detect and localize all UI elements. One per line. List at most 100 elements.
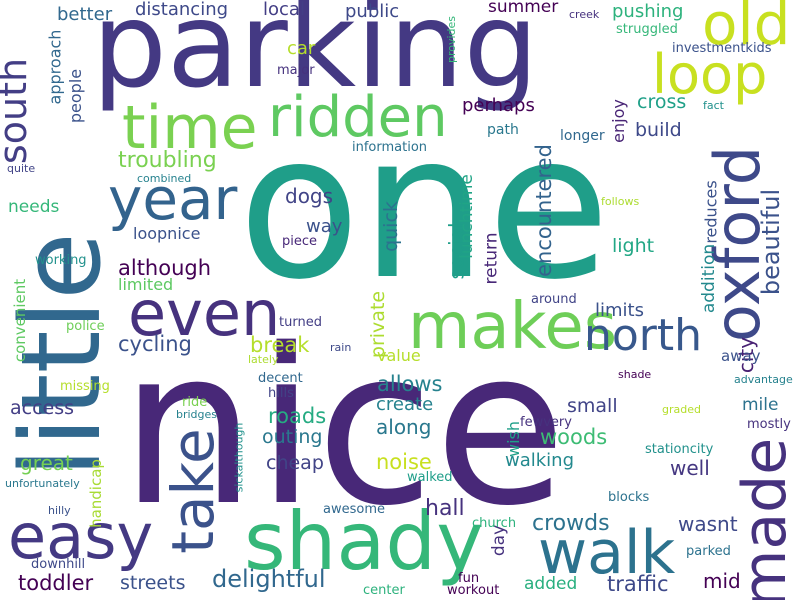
word-piece: piece — [282, 234, 318, 249]
word-mile: mile — [742, 395, 779, 415]
word-dogs: dogs — [285, 184, 334, 208]
word-allows: allows — [377, 372, 443, 396]
word-ridden: ridden — [268, 85, 448, 150]
word-loop: loop — [652, 43, 768, 106]
word-perhaps: perhaps — [462, 95, 535, 116]
word-cycling: cycling — [118, 332, 192, 356]
word-distancing: distancing — [135, 0, 229, 20]
word-roads: roads — [268, 404, 327, 428]
word-sickalthough: sickalthough — [232, 422, 246, 493]
word-people: people — [66, 68, 86, 124]
word-loopnice: loopnice — [133, 224, 201, 243]
word-wasnt: wasnt — [678, 512, 738, 536]
word-mostly: mostly — [747, 417, 791, 432]
word-lately: lately — [248, 353, 279, 366]
word-encountered: encountered — [531, 144, 556, 277]
word-public: public — [345, 1, 400, 22]
word-around: around — [531, 292, 577, 307]
word-rain: rain — [330, 341, 352, 354]
word-handicap: handicap — [86, 459, 105, 528]
word-streets: streets — [120, 572, 186, 594]
word-cheap: cheap — [266, 452, 324, 474]
word-better: better — [57, 4, 113, 25]
word-walk: walk — [538, 518, 676, 588]
word-approach: approach — [45, 29, 65, 105]
word-addition: addition — [699, 243, 720, 314]
word-shade: shade — [618, 368, 652, 381]
word-hall: hall — [425, 496, 465, 521]
word-turned: turned — [279, 315, 322, 330]
word-struggled: struggled — [616, 22, 678, 37]
word-south: south — [0, 57, 36, 165]
word-easy: easy — [8, 500, 154, 573]
word-quick: quick — [379, 201, 402, 252]
word-police: police — [66, 319, 105, 334]
word-woods: woods — [540, 425, 608, 449]
word-fewvery: fewvery — [520, 415, 572, 430]
word-path: path — [487, 122, 519, 138]
word-downhill: downhill — [31, 557, 86, 572]
word-made: made — [730, 437, 800, 600]
word-quite: quite — [7, 162, 36, 175]
word-walking: walking — [505, 450, 575, 471]
word-working: working — [35, 253, 87, 268]
word-ride: ride — [182, 395, 208, 410]
word-hilly: hilly — [48, 504, 71, 517]
word-blocks: blocks — [608, 490, 650, 505]
word-provides: provides — [445, 15, 459, 64]
word-information: information — [352, 140, 428, 155]
word-awesome: awesome — [323, 502, 385, 517]
word-great: great — [20, 451, 73, 475]
word-even: even — [128, 277, 281, 350]
word-convenient: convenient — [11, 278, 30, 363]
word-value: value — [377, 346, 421, 365]
word-parking: parking — [92, 0, 539, 114]
word-unfortunately: unfortunately — [5, 477, 80, 490]
word-makes: makes — [408, 290, 618, 364]
word-lunchtime: lunchtime — [456, 174, 477, 259]
word-outing: outing — [262, 426, 323, 448]
word-missing: missing — [60, 379, 110, 394]
word-graded: graded — [662, 403, 701, 416]
word-follows: follows — [601, 195, 640, 208]
word-year: year — [108, 165, 238, 233]
word-limits: limits — [595, 300, 644, 321]
word-well: well — [670, 456, 710, 480]
word-one: one — [238, 91, 611, 324]
word-stationcity: stationcity — [645, 442, 714, 457]
word-create: create — [376, 394, 434, 415]
word-crowds: crowds — [532, 511, 610, 536]
word-noise: noise — [376, 450, 432, 474]
word-longer: longer — [560, 128, 605, 144]
word-pushing: pushing — [612, 1, 684, 22]
word-although: although — [118, 256, 212, 280]
word-toddler: toddler — [18, 571, 94, 595]
word-summer: summer — [488, 0, 559, 17]
word-hills: hills — [268, 386, 294, 401]
word-break: break — [250, 333, 310, 357]
word-decent: decent — [258, 371, 303, 386]
word-cross: cross — [637, 91, 687, 113]
word-way: way — [306, 216, 343, 237]
word-parked: parked — [686, 544, 731, 559]
word-traffic: traffic — [607, 572, 669, 596]
word-creek: creek — [569, 8, 600, 21]
word-nice: nice — [120, 302, 567, 553]
word-north: north — [584, 310, 703, 361]
word-fun: fun — [458, 571, 480, 586]
word-access: access — [10, 397, 75, 419]
word-limited: limited — [118, 275, 174, 294]
word-shady: shady — [244, 495, 484, 588]
word-added: added — [524, 574, 578, 594]
word-small: small — [567, 395, 618, 417]
word-investmentkids: investmentkids — [672, 41, 772, 56]
word-delightful: delightful — [212, 565, 326, 593]
word-away: away — [721, 347, 761, 365]
word-major: major — [277, 63, 315, 78]
word-beautiful: beautiful — [757, 188, 786, 296]
word-workout: workout — [447, 583, 500, 598]
word-return: return — [481, 232, 502, 285]
word-combined: combined — [137, 172, 192, 185]
word-walked: walked — [407, 470, 453, 485]
